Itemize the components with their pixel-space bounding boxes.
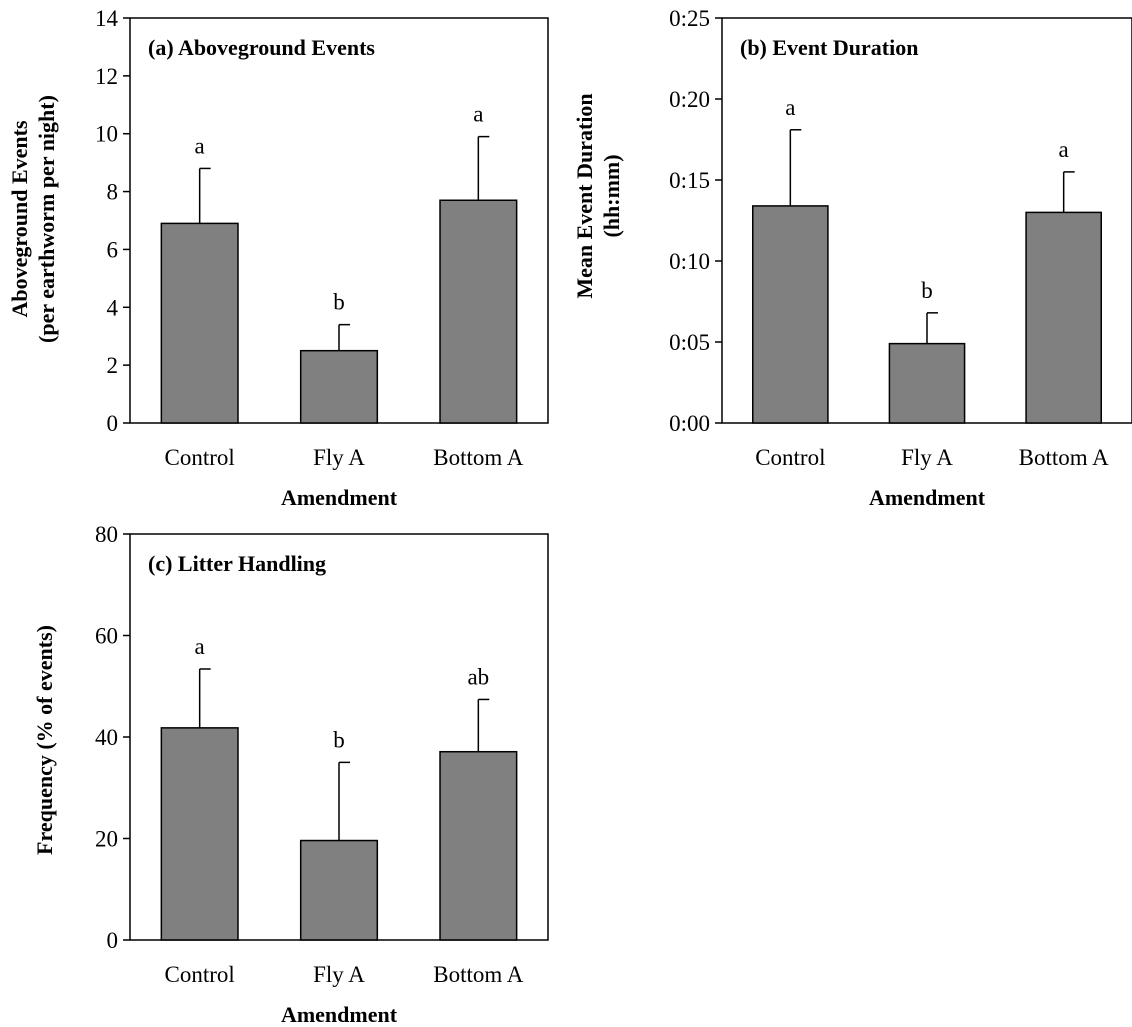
bar-fly-a — [888, 342, 966, 424]
significance-label: b — [921, 278, 933, 303]
y-tick-label: 0:00 — [669, 411, 710, 436]
significance-label: ab — [467, 664, 489, 689]
y-tick-label: 6 — [107, 237, 119, 262]
y-tick-label: 60 — [95, 624, 118, 649]
y-tick-label: 14 — [95, 6, 119, 31]
y-tick-label: 0:10 — [669, 249, 710, 274]
significance-label: a — [473, 102, 483, 127]
y-tick-label: 12 — [95, 64, 118, 89]
y-axis-title-line1: Aboveground Events — [7, 120, 32, 317]
y-tick-label: 10 — [95, 122, 118, 147]
x-axis-title: Amendment — [281, 1002, 398, 1027]
chart-panel-1: 0 2 4 6 8 10 12 14 a Control b Fly A a Bottom A (a) Ab… — [7, 6, 549, 510]
y-axis-title: Frequency (% of events) — [32, 625, 57, 855]
x-axis-title: Amendment — [869, 485, 986, 510]
y-tick-label: 8 — [107, 180, 119, 205]
x-tick-label: Fly A — [901, 445, 953, 470]
significance-label: a — [785, 95, 795, 120]
y-tick-label: 0 — [107, 411, 119, 436]
y-tick-label: 0:25 — [669, 6, 710, 31]
x-tick-label: Control — [165, 962, 235, 987]
y-tick-label: 0 — [107, 928, 119, 953]
bar-bottom-a — [439, 199, 518, 424]
x-tick-label: Bottom A — [1019, 445, 1109, 470]
bar-fly-a — [299, 839, 379, 941]
significance-label: a — [195, 634, 205, 659]
x-tick-label: Bottom A — [433, 445, 523, 470]
chart-panel-2: 0:00 0:05 0:10 0:15 0:20 0:25 a Control b Fly A a B… — [572, 6, 1132, 510]
bar-control — [752, 205, 829, 424]
y-axis-title-line2: (hh:mm) — [599, 154, 624, 237]
y-tick-label: 4 — [107, 295, 119, 320]
y-tick-label: 20 — [95, 827, 118, 852]
x-tick-label: Control — [755, 445, 825, 470]
significance-label: b — [333, 727, 345, 752]
bar-bottom-a — [439, 750, 518, 941]
significance-label: a — [195, 133, 205, 158]
bar-bottom-a — [1025, 211, 1103, 424]
y-axis-title-line2: (per earthworm per night) — [34, 95, 59, 343]
y-tick-label: 0:05 — [669, 330, 710, 355]
y-tick-label: 0:15 — [669, 168, 710, 193]
bar-control — [160, 222, 239, 424]
bar-fly-a — [299, 349, 379, 424]
panel-title: (b) Event Duration — [740, 35, 918, 60]
significance-label: a — [1059, 137, 1069, 162]
bar-control — [160, 727, 239, 941]
y-tick-label: 0:20 — [669, 87, 710, 112]
x-tick-label: Fly A — [313, 962, 365, 987]
chart-panel-3: 0 20 40 60 80 a Control b Fly A ab Bottom A (c) Lit… — [32, 522, 549, 1027]
y-tick-label: 2 — [107, 353, 119, 378]
y-axis-title: Mean Event Duration(hh:mm) — [572, 93, 624, 298]
x-tick-label: Fly A — [313, 445, 365, 470]
panel-title: (a) Aboveground Events — [148, 35, 375, 60]
x-tick-label: Bottom A — [433, 962, 523, 987]
y-axis-title-line1: Frequency (% of events) — [32, 625, 57, 855]
y-axis-title: Aboveground Events(per earthworm per nig… — [7, 95, 59, 343]
panel-title: (c) Litter Handling — [148, 551, 326, 576]
significance-label: b — [333, 290, 345, 315]
y-axis-title-line1: Mean Event Duration — [572, 93, 597, 298]
x-axis-title: Amendment — [281, 485, 398, 510]
y-tick-label: 80 — [95, 522, 118, 547]
x-tick-label: Control — [165, 445, 235, 470]
y-tick-label: 40 — [95, 725, 118, 750]
